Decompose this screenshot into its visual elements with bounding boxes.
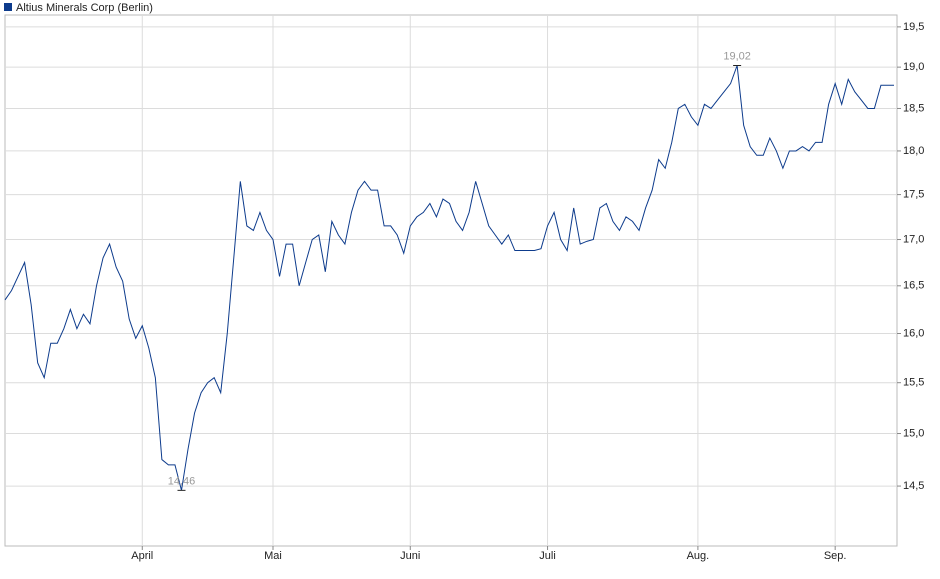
y-tick-label: 15,0 (903, 427, 924, 439)
legend-swatch (4, 3, 12, 11)
x-tick-label: Sep. (824, 550, 847, 562)
y-tick-label: 17,0 (903, 233, 924, 245)
y-tick-label: 19,5 (903, 21, 924, 33)
plot-frame (4, 14, 898, 547)
y-tick-label: 18,5 (903, 102, 924, 114)
x-tick-label: Juni (400, 550, 420, 562)
legend-label: Altius Minerals Corp (Berlin) (16, 2, 153, 14)
y-tick-label: 14,5 (903, 480, 924, 492)
y-tick-label: 15,5 (903, 377, 924, 389)
x-tick-label: Mai (264, 550, 282, 562)
y-tick-label: 16,5 (903, 280, 924, 292)
value-label: 19,02 (723, 50, 751, 62)
x-tick-label: Aug. (687, 550, 710, 562)
x-tick-label: April (131, 550, 153, 562)
y-tick-label: 17,5 (903, 189, 924, 201)
y-tick-label: 19,0 (903, 61, 924, 73)
value-label: 14,46 (168, 475, 196, 487)
x-tick-label: Juli (539, 550, 556, 562)
y-tick-label: 18,0 (903, 145, 924, 157)
price-line (4, 65, 894, 491)
y-tick-label: 16,0 (903, 327, 924, 339)
